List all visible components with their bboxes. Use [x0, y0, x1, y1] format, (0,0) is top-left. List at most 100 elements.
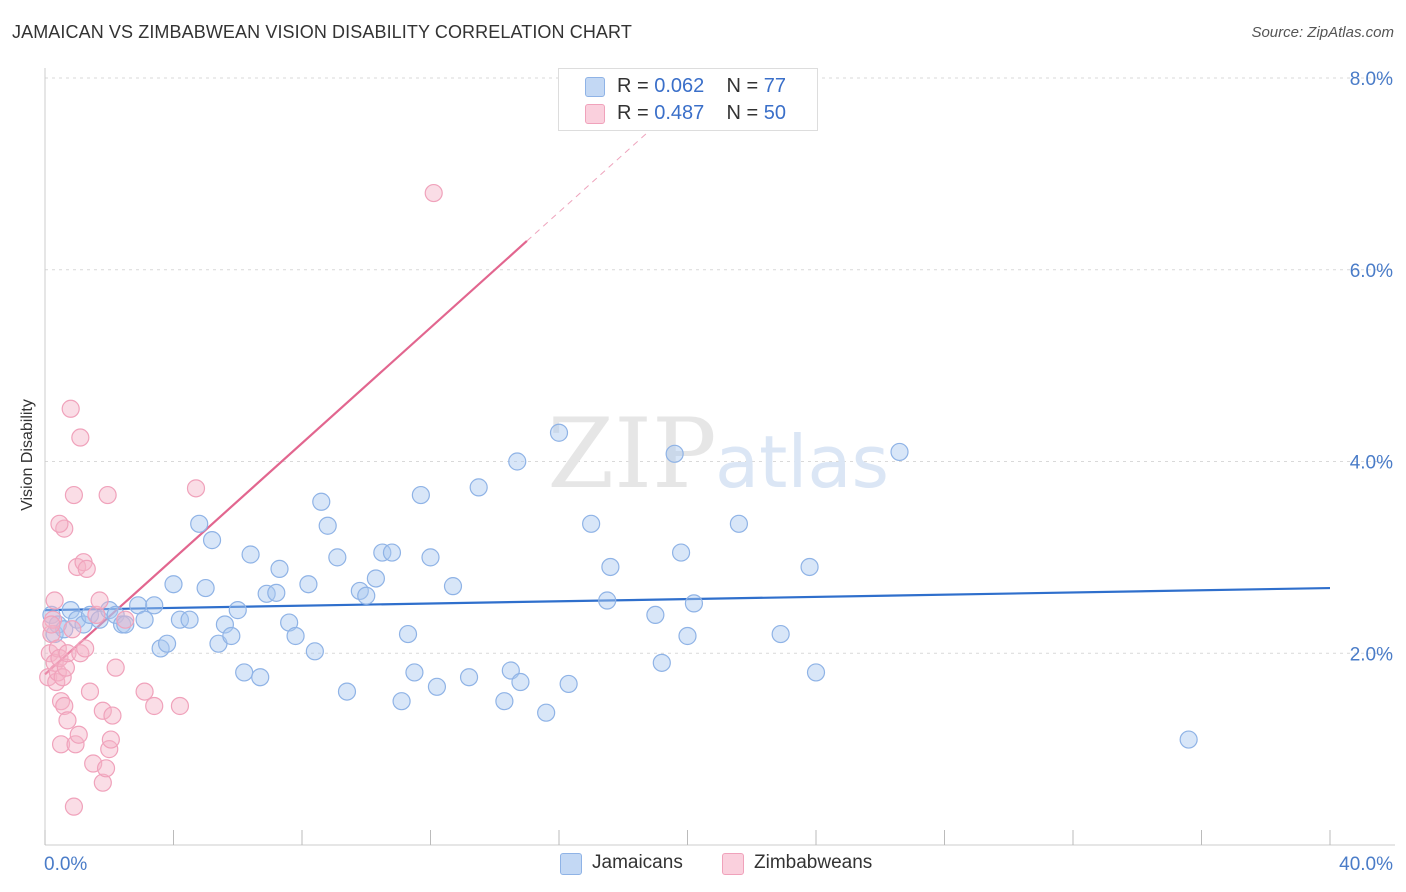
jamaican-point-26 — [222, 626, 241, 646]
zimbabwean-point-18 — [63, 620, 82, 639]
zimbabwean-point-39 — [116, 610, 135, 629]
zimbabwean-point-13 — [55, 696, 74, 716]
zimbabwean-point-38 — [106, 658, 125, 677]
zimbabweans-trend-line — [44, 240, 528, 676]
jamaican-point-41 — [337, 682, 357, 701]
jamaicans-swatch — [585, 77, 605, 97]
zimbabwean-point-14 — [56, 658, 75, 677]
jamaican-point-30 — [251, 668, 270, 687]
zimbabwean-point-44 — [64, 797, 84, 816]
jamaican-point-54 — [459, 668, 479, 687]
jamaican-point-21 — [190, 514, 209, 533]
data-points — [39, 183, 1198, 816]
jamaican-point-25 — [215, 615, 234, 634]
watermark-atlas: atlas — [715, 420, 889, 504]
zimbabwean-point-27 — [80, 682, 100, 701]
jamaican-point-17 — [157, 634, 177, 653]
zimbabwean-point-46 — [50, 514, 69, 533]
zimbabwean-point-11 — [51, 735, 71, 754]
chart-source: Source: ZipAtlas.com — [1251, 24, 1394, 41]
jamaican-point-37 — [305, 642, 324, 661]
jamaican-point-35 — [286, 626, 305, 646]
jamaican-point-4 — [61, 601, 80, 620]
jamaican-point-68 — [665, 444, 684, 463]
jamaican-point-49 — [405, 663, 424, 682]
zimbabwean-point-49 — [424, 183, 443, 203]
jamaican-point-40 — [328, 548, 347, 567]
y-tick-label-0: 2.0% — [1350, 644, 1393, 665]
watermark: ZIP atlas — [547, 398, 889, 510]
jamaican-point-20 — [180, 610, 199, 629]
jamaicans-r-value: 0.062 — [654, 75, 705, 97]
zimbabwean-point-48 — [42, 615, 61, 634]
jamaican-point-33 — [270, 559, 289, 578]
zimbabwean-point-30 — [90, 591, 109, 610]
jamaican-point-15 — [145, 596, 164, 615]
jamaicans-n-label: N = — [726, 75, 759, 97]
jamaican-point-23 — [202, 531, 222, 550]
axes — [44, 68, 1395, 846]
jamaican-point-29 — [241, 545, 260, 564]
zimbabwean-point-19 — [64, 485, 84, 505]
jamaican-point-27 — [228, 601, 247, 620]
legend-zimbabweans-swatch — [722, 853, 744, 875]
zimbabweans-n-value: 50 — [763, 102, 787, 124]
jamaican-point-43 — [357, 586, 376, 605]
zimbabwean-point-41 — [145, 696, 164, 716]
jamaican-point-38 — [312, 492, 331, 511]
jamaican-point-39 — [318, 516, 337, 535]
jamaican-point-60 — [537, 703, 556, 722]
x-tick-label-1: 40.0% — [1339, 854, 1393, 875]
tick-labels: 2.0% 4.0% 6.0% 8.0% 0.0% 40.0% — [44, 69, 1393, 875]
legend-zimbabweans-label: Zimbabweans — [754, 852, 873, 873]
zimbabweans-r-value: 0.487 — [654, 102, 705, 124]
jamaican-point-71 — [684, 594, 704, 613]
zimbabwean-point-20 — [66, 735, 85, 754]
zimbabwean-point-12 — [53, 668, 72, 687]
jamaican-point-44 — [366, 569, 385, 588]
stats-legend: R = 0.062 N = 77 R = 0.487 N = 50 — [558, 68, 818, 131]
jamaican-point-28 — [235, 663, 254, 682]
jamaican-point-10 — [106, 605, 125, 625]
jamaican-point-52 — [427, 677, 447, 696]
jamaican-point-18 — [164, 575, 183, 594]
jamaican-point-58 — [508, 452, 527, 471]
zimbabwean-point-15 — [58, 644, 77, 663]
jamaican-point-22 — [196, 578, 215, 598]
zimbabwean-point-40 — [135, 682, 154, 701]
grid-lines — [45, 77, 1395, 654]
jamaican-point-77 — [1179, 730, 1198, 749]
jamaican-point-46 — [382, 543, 402, 562]
jamaican-point-74 — [800, 557, 819, 577]
zimbabweans-swatch — [585, 104, 605, 124]
y-tick-label-2: 6.0% — [1350, 261, 1393, 282]
zimbabweans-n-label: N = — [726, 102, 759, 124]
jamaicans-n-value: 77 — [763, 75, 787, 97]
jamaican-point-76 — [890, 442, 909, 462]
zimbabwean-point-36 — [101, 730, 120, 749]
jamaican-point-63 — [582, 514, 601, 533]
jamaicans-trend-line — [44, 586, 1331, 612]
jamaican-point-36 — [299, 575, 318, 594]
jamaican-point-67 — [652, 653, 671, 672]
jamaican-point-62 — [559, 674, 578, 694]
watermark-zip: ZIP — [547, 398, 716, 510]
trend-lines — [44, 125, 1331, 676]
y-tick-label-3: 8.0% — [1350, 69, 1393, 90]
zimbabwean-point-32 — [93, 773, 112, 792]
zimbabwean-point-43 — [186, 479, 206, 498]
jamaican-point-59 — [511, 672, 530, 692]
jamaican-point-75 — [806, 663, 826, 682]
x-tick-label-0: 0.0% — [44, 854, 87, 875]
jamaican-point-48 — [398, 624, 418, 644]
zimbabwean-point-42 — [170, 696, 190, 716]
jamaican-point-65 — [601, 557, 620, 577]
jamaican-point-69 — [671, 543, 691, 562]
jamaican-point-50 — [411, 485, 430, 505]
jamaican-point-19 — [170, 610, 190, 629]
zimbabweans-trend-extension — [526, 125, 656, 242]
jamaican-point-61 — [549, 423, 569, 442]
chart-title: JAMAICAN VS ZIMBABWEAN VISION DISABILITY… — [12, 22, 632, 42]
jamaican-point-12 — [116, 615, 135, 634]
